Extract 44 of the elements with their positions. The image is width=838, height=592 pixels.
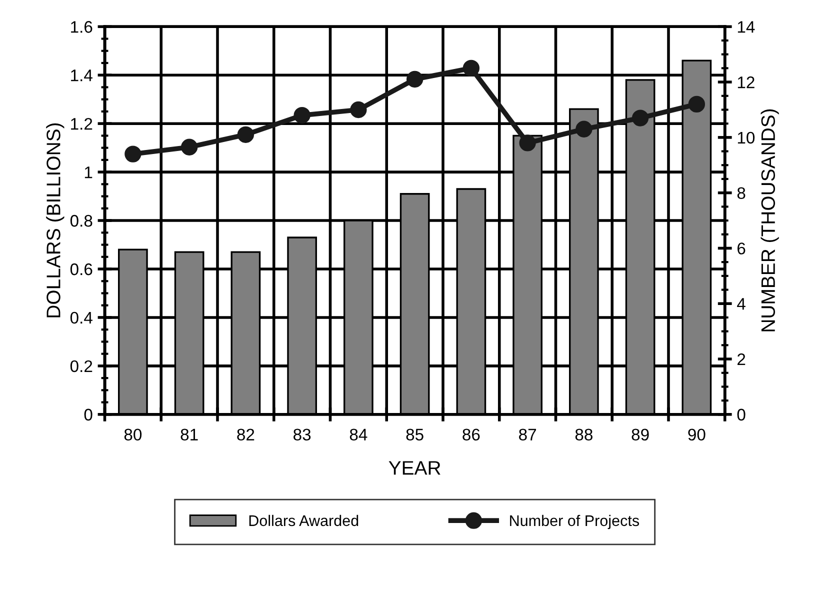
x-tick-label: 88 (575, 428, 592, 441)
y2-tick-label: 6 (738, 242, 746, 254)
y2-tick-label: 0 (737, 408, 746, 421)
point (576, 120, 592, 138)
point (124, 146, 142, 162)
y-tick-label: 1 (84, 166, 92, 178)
y-tick-label: 0 (84, 408, 92, 421)
y-tick-label: 0.8 (70, 214, 92, 227)
y2-tick-label: 14 (738, 21, 755, 33)
x-tick-label: 80 (124, 428, 142, 441)
point (406, 70, 424, 88)
x-tick-label: 81 (180, 428, 198, 441)
x-tick-label: 83 (294, 428, 311, 441)
y2-axis-title: NUMBER (THOUSANDS) (760, 109, 779, 332)
legend-label: Number of Projects (510, 514, 640, 530)
point (632, 110, 649, 126)
x-tick-label: 86 (462, 428, 480, 441)
y2-tick-label: 10 (738, 132, 755, 144)
y2-tick-label: 2 (738, 353, 746, 366)
x-tick-label: 89 (632, 428, 649, 441)
y-tick-label: 0.4 (70, 312, 92, 324)
point (237, 126, 254, 143)
y2-tick-label: 12 (738, 76, 754, 88)
y2-tick-label: 4 (737, 298, 746, 310)
point (462, 60, 480, 77)
y-tick-label: 0.6 (70, 263, 92, 276)
x-tick-label: 85 (406, 428, 424, 441)
point (688, 96, 706, 113)
y-axis-title: DOLLARS (BILLIONS) (46, 123, 64, 318)
x-tick-label: 87 (519, 428, 536, 441)
x-tick-label: 82 (237, 428, 254, 441)
x-axis-title: YEAR (388, 461, 440, 475)
point (350, 101, 367, 118)
point (519, 134, 536, 152)
x-tick-label: 90 (688, 428, 706, 441)
legend-label: Dollars Awarded (249, 514, 358, 526)
y2-tick-label: 8 (737, 187, 746, 200)
y-tick-label: 0.2 (70, 360, 92, 372)
x-tick-label: 84 (350, 428, 368, 441)
y-tick-label: 1.2 (71, 118, 92, 130)
point (180, 138, 198, 156)
y-tick-label: 1.6 (71, 21, 92, 33)
point (294, 106, 310, 124)
y-tick-label: 1.4 (71, 70, 92, 82)
